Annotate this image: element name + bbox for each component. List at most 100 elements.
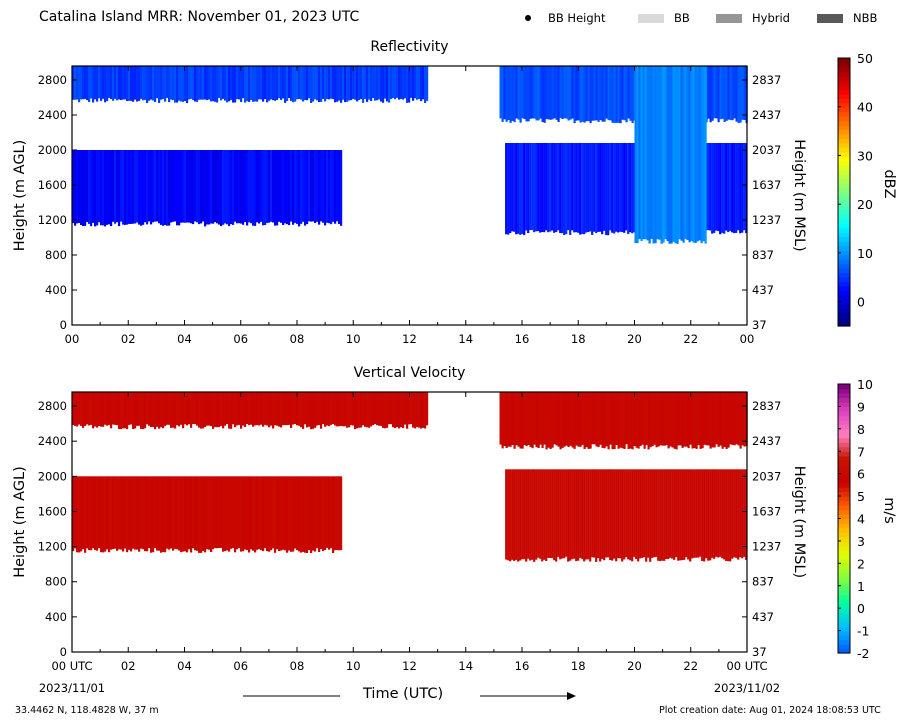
- echo-column: [280, 66, 283, 100]
- echo-column: [298, 66, 301, 99]
- echo-column: [254, 476, 257, 553]
- echo-column: [541, 392, 544, 448]
- echo-column: [705, 469, 708, 559]
- echo-column: [352, 66, 355, 99]
- echo-column: [583, 66, 586, 123]
- echo-column: [627, 66, 630, 119]
- x-tick-label: 00: [740, 332, 755, 346]
- echo-column: [322, 392, 325, 424]
- echo-column: [146, 66, 149, 103]
- echo-column: [262, 150, 265, 226]
- echo-column: [198, 476, 201, 553]
- echo-column: [531, 143, 534, 231]
- echo-column: [519, 66, 522, 123]
- echo-column: [739, 469, 742, 558]
- echo-column: [631, 392, 634, 450]
- echo-column: [615, 392, 618, 445]
- echo-column: [725, 469, 728, 561]
- echo-column: [190, 66, 193, 99]
- echo-column: [543, 143, 546, 233]
- echo-column: [515, 143, 518, 235]
- echo-column: [288, 476, 291, 551]
- echo-column: [250, 66, 253, 100]
- echo-column: [174, 150, 177, 222]
- echo-column: [286, 66, 289, 101]
- echo-column: [611, 143, 614, 233]
- echo-column: [212, 392, 215, 429]
- echo-column: [276, 150, 279, 226]
- echo-column: [350, 66, 353, 101]
- echo-column: [240, 392, 243, 429]
- echo-column: [334, 150, 337, 224]
- echo-column: [543, 66, 546, 123]
- echo-column: [658, 66, 661, 240]
- echo-column: [605, 392, 608, 447]
- echo-column: [426, 66, 429, 101]
- echo-column: [701, 392, 704, 449]
- echo-column: [633, 469, 636, 557]
- echo-column: [683, 469, 686, 560]
- echo-column: [98, 392, 101, 426]
- colorbar-segment: [838, 196, 850, 202]
- echo-column: [513, 143, 516, 232]
- echo-column: [709, 469, 712, 561]
- echo-column: [160, 66, 163, 100]
- echo-column: [238, 66, 241, 100]
- colorbar-tick-label: -1: [857, 624, 869, 639]
- echo-column: [418, 392, 421, 428]
- colorbar-segment: [838, 218, 850, 224]
- echo-column: [667, 469, 670, 560]
- echo-column: [338, 392, 341, 427]
- echo-column: [176, 476, 179, 550]
- x-tick-label: 04: [177, 332, 192, 346]
- echo-column: [276, 476, 279, 550]
- echo-column: [162, 476, 165, 552]
- echo-column: [356, 66, 359, 102]
- echo-column: [575, 469, 578, 562]
- echo-column: [148, 392, 151, 426]
- echo-column: [690, 66, 693, 242]
- echo-column: [226, 66, 229, 103]
- echo-column: [216, 150, 219, 224]
- colorbar-segment: [838, 187, 850, 193]
- echo-column: [314, 150, 317, 223]
- echo-column: [384, 66, 387, 99]
- echo-column: [699, 469, 702, 557]
- echo-column: [414, 66, 417, 99]
- echo-column: [124, 392, 127, 429]
- echo-column: [260, 150, 263, 222]
- echo-column: [669, 469, 672, 558]
- echo-column: [615, 143, 618, 232]
- echo-column: [555, 143, 558, 232]
- echo-column: [517, 469, 520, 562]
- echo-column: [206, 66, 209, 101]
- echo-column: [152, 392, 155, 427]
- echo-column: [246, 66, 249, 102]
- echo-column: [685, 392, 688, 447]
- echo-column: [743, 469, 746, 557]
- echo-column: [84, 66, 87, 99]
- echo-column: [597, 143, 600, 232]
- echo-column: [422, 66, 425, 100]
- echo-column: [563, 143, 566, 235]
- echo-column: [284, 66, 287, 103]
- echo-column: [577, 392, 580, 447]
- echo-column: [581, 469, 584, 559]
- echo-column: [713, 469, 716, 559]
- echo-column: [340, 150, 343, 226]
- echo-column: [715, 469, 718, 557]
- echo-column: [599, 469, 602, 562]
- x-tick-label: 06: [233, 659, 248, 673]
- echo-column: [577, 469, 580, 561]
- echo-column: [288, 66, 291, 98]
- echo-column: [563, 66, 566, 119]
- colorbar-segment: [838, 522, 850, 529]
- y-tick-label-right: 1637: [752, 178, 781, 192]
- y-axis-label-left: Height (m AGL): [12, 466, 28, 578]
- echo-column: [320, 66, 323, 102]
- echo-column: [164, 476, 167, 553]
- echo-column: [132, 476, 135, 549]
- x-tick-label: 08: [290, 659, 305, 673]
- echo-column: [396, 66, 399, 98]
- echo-column: [280, 150, 283, 223]
